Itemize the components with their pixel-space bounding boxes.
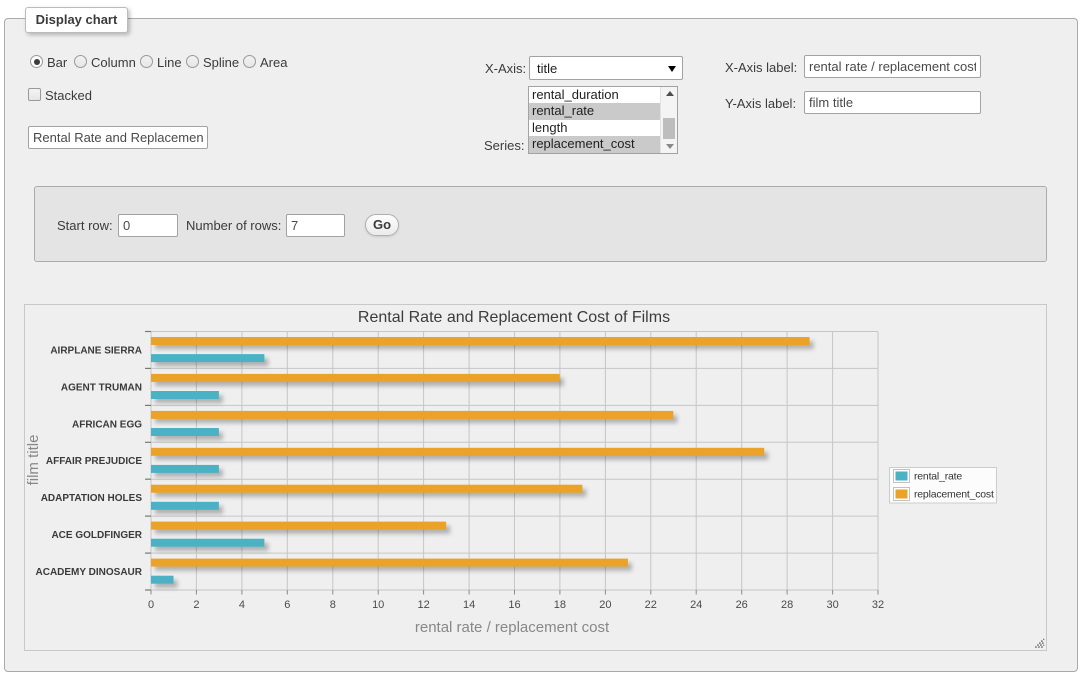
svg-text:26: 26 [736,599,748,611]
svg-text:film title: film title [25,435,42,486]
svg-text:rental_rate: rental_rate [914,471,962,483]
svg-text:6: 6 [284,599,290,611]
svg-text:4: 4 [239,599,245,611]
svg-text:32: 32 [872,599,884,611]
svg-text:22: 22 [645,599,657,611]
svg-text:8: 8 [330,599,336,611]
svg-text:AIRPLANE SIERRA: AIRPLANE SIERRA [50,346,142,357]
svg-text:0: 0 [148,599,154,611]
svg-text:replacement_cost: replacement_cost [914,489,994,501]
svg-text:AFFAIR PREJUDICE: AFFAIR PREJUDICE [46,456,142,467]
svg-text:18: 18 [554,599,566,611]
svg-text:ADAPTATION HOLES: ADAPTATION HOLES [41,493,143,504]
svg-text:10: 10 [372,599,384,611]
svg-text:ACADEMY DINOSAUR: ACADEMY DINOSAUR [36,567,143,578]
svg-text:28: 28 [781,599,793,611]
svg-text:ACE GOLDFINGER: ACE GOLDFINGER [51,530,142,541]
svg-text:20: 20 [599,599,611,611]
svg-text:rental rate / replacement cost: rental rate / replacement cost [415,619,610,636]
svg-text:30: 30 [826,599,838,611]
svg-text:12: 12 [417,599,429,611]
svg-text:AFRICAN EGG: AFRICAN EGG [72,419,142,430]
svg-text:Rental Rate and Replacement Co: Rental Rate and Replacement Cost of Film… [358,309,670,326]
svg-text:AGENT TRUMAN: AGENT TRUMAN [61,382,142,393]
svg-text:14: 14 [463,599,475,611]
svg-text:2: 2 [193,599,199,611]
svg-text:16: 16 [508,599,520,611]
svg-text:24: 24 [690,599,702,611]
